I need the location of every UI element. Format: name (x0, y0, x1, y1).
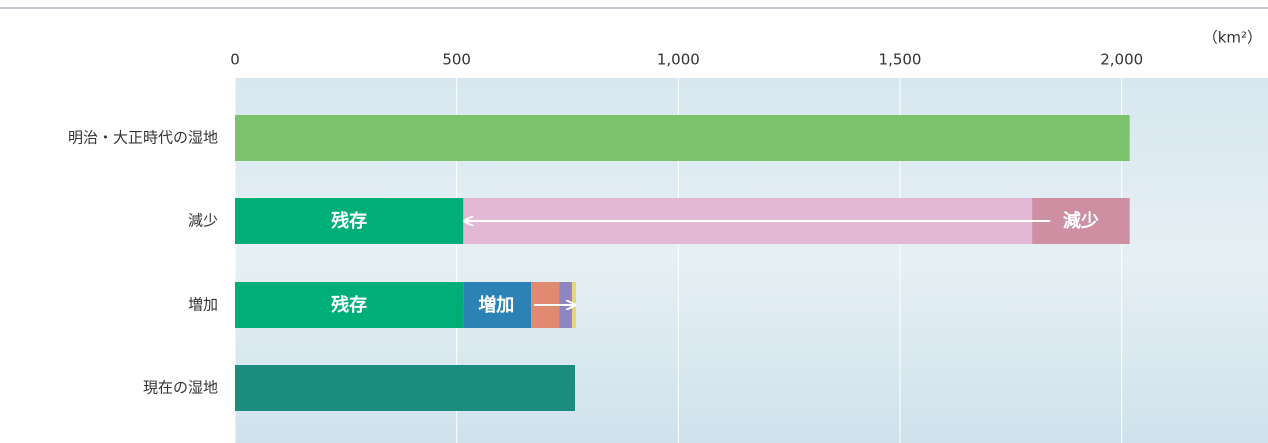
segment-label: 増加 (478, 294, 514, 316)
x-tick-label: 1,000 (657, 51, 700, 69)
category-label: 減少 (188, 212, 218, 230)
x-tick-label: 2,000 (1100, 51, 1143, 69)
category-label: 増加 (188, 296, 218, 314)
bar-segment (235, 282, 464, 328)
x-tick-label: 0 (230, 51, 240, 69)
segment-label: 残存 (331, 210, 367, 232)
category-label: 明治・大正時代の湿地 (68, 129, 218, 147)
segment-label: 減少 (1063, 210, 1099, 232)
bar-segment (235, 115, 1130, 161)
bar-segment (235, 198, 464, 244)
category-label: 現在の湿地 (143, 379, 218, 397)
x-tick-label: 1,500 (879, 51, 922, 69)
bar-segment (463, 282, 532, 328)
unit-label: （km²） (1203, 29, 1262, 47)
bar-segment (235, 365, 576, 411)
segment-label: 残存 (331, 294, 367, 316)
x-tick-label: 500 (442, 51, 471, 69)
